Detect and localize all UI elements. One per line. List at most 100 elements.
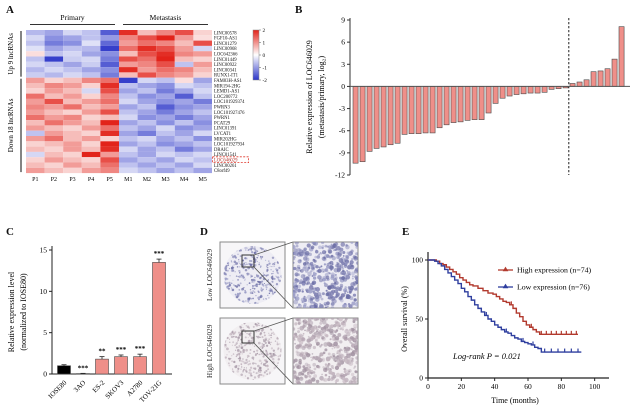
heatmap-gene-label: PCAT29 [214, 121, 231, 126]
waterfall-bar [408, 86, 415, 134]
heatmap-gene-label: C8orf49 [214, 169, 230, 174]
waterfall-bar [415, 86, 422, 134]
heatmap-gene-label: LINC01541 [214, 153, 237, 158]
heatmap-gene-label: DRAIC [214, 148, 229, 153]
km-canvas: Overall survival (%) Time (months) Log-r… [400, 252, 609, 405]
cellbar-bar [57, 365, 71, 375]
waterfall-ytick-label: 0 [341, 82, 345, 91]
heatmap-row-group-label: Down 18 lncRNAs [7, 98, 15, 152]
cellbar-significance: *** [78, 364, 89, 372]
km-xtick-label: 40 [491, 382, 499, 391]
heatmap-sample-label: M4 [180, 177, 188, 183]
waterfall-ytick-label: 6 [341, 38, 345, 47]
waterfall-bar [366, 86, 373, 152]
waterfall-bar [387, 86, 394, 146]
heatmap-gene-label: LOC101929374 [214, 100, 245, 105]
panel-c-bars: Relative expression level (normalized to… [0, 222, 195, 411]
km-legend-label: High expression (n=74) [517, 266, 592, 275]
heatmap-sample-label: P4 [88, 177, 94, 183]
waterfall-bar [394, 86, 401, 144]
waterfall-bar [611, 58, 618, 87]
heatmap-gene-label: LINC00341 [214, 68, 237, 73]
waterfall-bar [401, 86, 408, 135]
waterfall-bar [604, 68, 611, 87]
heatmap-sample-label: M2 [143, 177, 151, 183]
heatmap-gene-label: LINC01391 [214, 127, 237, 132]
heatmap-gene-label: LOC646029 [214, 159, 238, 164]
km-ytick-label: 0 [419, 374, 423, 383]
heatmap-gene-label: LEMD1-AS1 [214, 90, 240, 95]
km-ylabel: Overall survival (%) [400, 286, 409, 352]
km-xtick-label: 60 [524, 382, 532, 391]
cellbar-ylabel-line1: Relative expression level [7, 271, 16, 352]
cellbar-bar [114, 356, 128, 375]
heatmap-gene-label: LOC101927476 [214, 111, 245, 116]
waterfall-bar [436, 86, 443, 129]
ihc-canvas [219, 241, 359, 385]
waterfall-ytick-label: -6 [339, 126, 345, 135]
heatmap-sample-label: P3 [69, 177, 75, 183]
waterfall-ylabel-line1: Relative expression of LOC646029 [305, 40, 314, 154]
cell-bars-canvas: Relative expression level (normalized to… [7, 246, 172, 404]
waterfall-bar [597, 70, 604, 87]
colorbar-tick-label: -2 [263, 78, 268, 84]
km-curve [428, 259, 578, 336]
km-xlabel: Time (months) [491, 396, 539, 405]
panel-a-letter: A [6, 4, 14, 16]
waterfall-bar [590, 71, 597, 87]
heatmap-gene-label: LVCAT1 [214, 132, 232, 137]
waterfall-bar [541, 86, 548, 93]
waterfall-bar [618, 26, 625, 87]
heatmap-gene-label: FAM83H-AS1 [214, 79, 242, 84]
cellbar-bar [152, 262, 166, 375]
waterfall-ytick-label: 3 [341, 60, 345, 69]
panel-d-letter: D [200, 226, 208, 238]
km-xtick-label: 20 [458, 382, 466, 391]
waterfall-ytick-label: -3 [339, 104, 345, 113]
heatmap-gene-label: RUNX1-IT1 [214, 74, 239, 79]
heatmap-gene-label: LOC642366 [214, 53, 238, 58]
heatmap-gene-label: LINC00578 [214, 31, 237, 36]
heatmap-gene-label: FGF10-AS1 [214, 37, 238, 42]
km-legend-marker [502, 266, 509, 272]
panel-e-survival: Overall survival (%) Time (months) Log-r… [395, 222, 639, 411]
colorbar-tick-label: -1 [263, 65, 268, 71]
heatmap-sample-label: P5 [107, 177, 113, 183]
panel-b-letter: B [295, 4, 303, 16]
heatmap-sample-label: P1 [32, 177, 38, 183]
cellbar-bar [133, 356, 147, 375]
cellbar-significance: *** [116, 346, 127, 354]
km-curve [428, 259, 582, 353]
panel-b-waterfall: Relative expression of LOC646029 (metast… [290, 0, 639, 218]
ihc-tissue-core [223, 322, 282, 380]
cellbar-ylabel-line2: (normalized to IOSE80) [19, 273, 28, 351]
waterfall-bar [492, 86, 499, 104]
waterfall-bar [429, 86, 436, 134]
waterfall-bar [583, 79, 590, 87]
cellbar-ytick-label: 15 [40, 246, 48, 255]
colorbar-tick-label: 1 [263, 40, 266, 46]
cellbar-category-label: SKOV3 [104, 378, 126, 400]
cellbar-ytick-label: 0 [43, 370, 47, 379]
heatmap-gene-label: LOC200772 [214, 95, 238, 100]
waterfall-bar [352, 86, 359, 164]
colorbar-tick-label: 2 [263, 28, 266, 34]
waterfall-bar [464, 86, 471, 121]
km-ytick-label: 100 [412, 256, 424, 265]
waterfall-bar [534, 86, 541, 94]
km-legend-label: Low expression (n=76) [517, 283, 590, 292]
ihc-low-label: Low LOC646029 [206, 248, 214, 302]
heatmap-highlight-box [212, 156, 250, 164]
heatmap-gene-label: LINC01449 [214, 58, 237, 63]
km-logrank-annotation: Log-rank P = 0.021 [452, 351, 521, 361]
panel-d-ihc: Low LOC646029 High LOC646029 [195, 222, 395, 411]
waterfall-bar [520, 86, 527, 95]
heatmap-gene-label: LINC00968 [214, 47, 237, 52]
heatmap-sample-label: M5 [199, 177, 207, 183]
heatmap-colorbar [252, 29, 260, 81]
heatmap-gene-label: PWRN3 [214, 106, 231, 111]
km-xtick-label: 100 [589, 382, 601, 391]
heatmap-gene-label: LINC00261 [214, 164, 237, 169]
heatmap-sample-label: M1 [124, 177, 132, 183]
km-ytick-label: 50 [416, 315, 424, 324]
